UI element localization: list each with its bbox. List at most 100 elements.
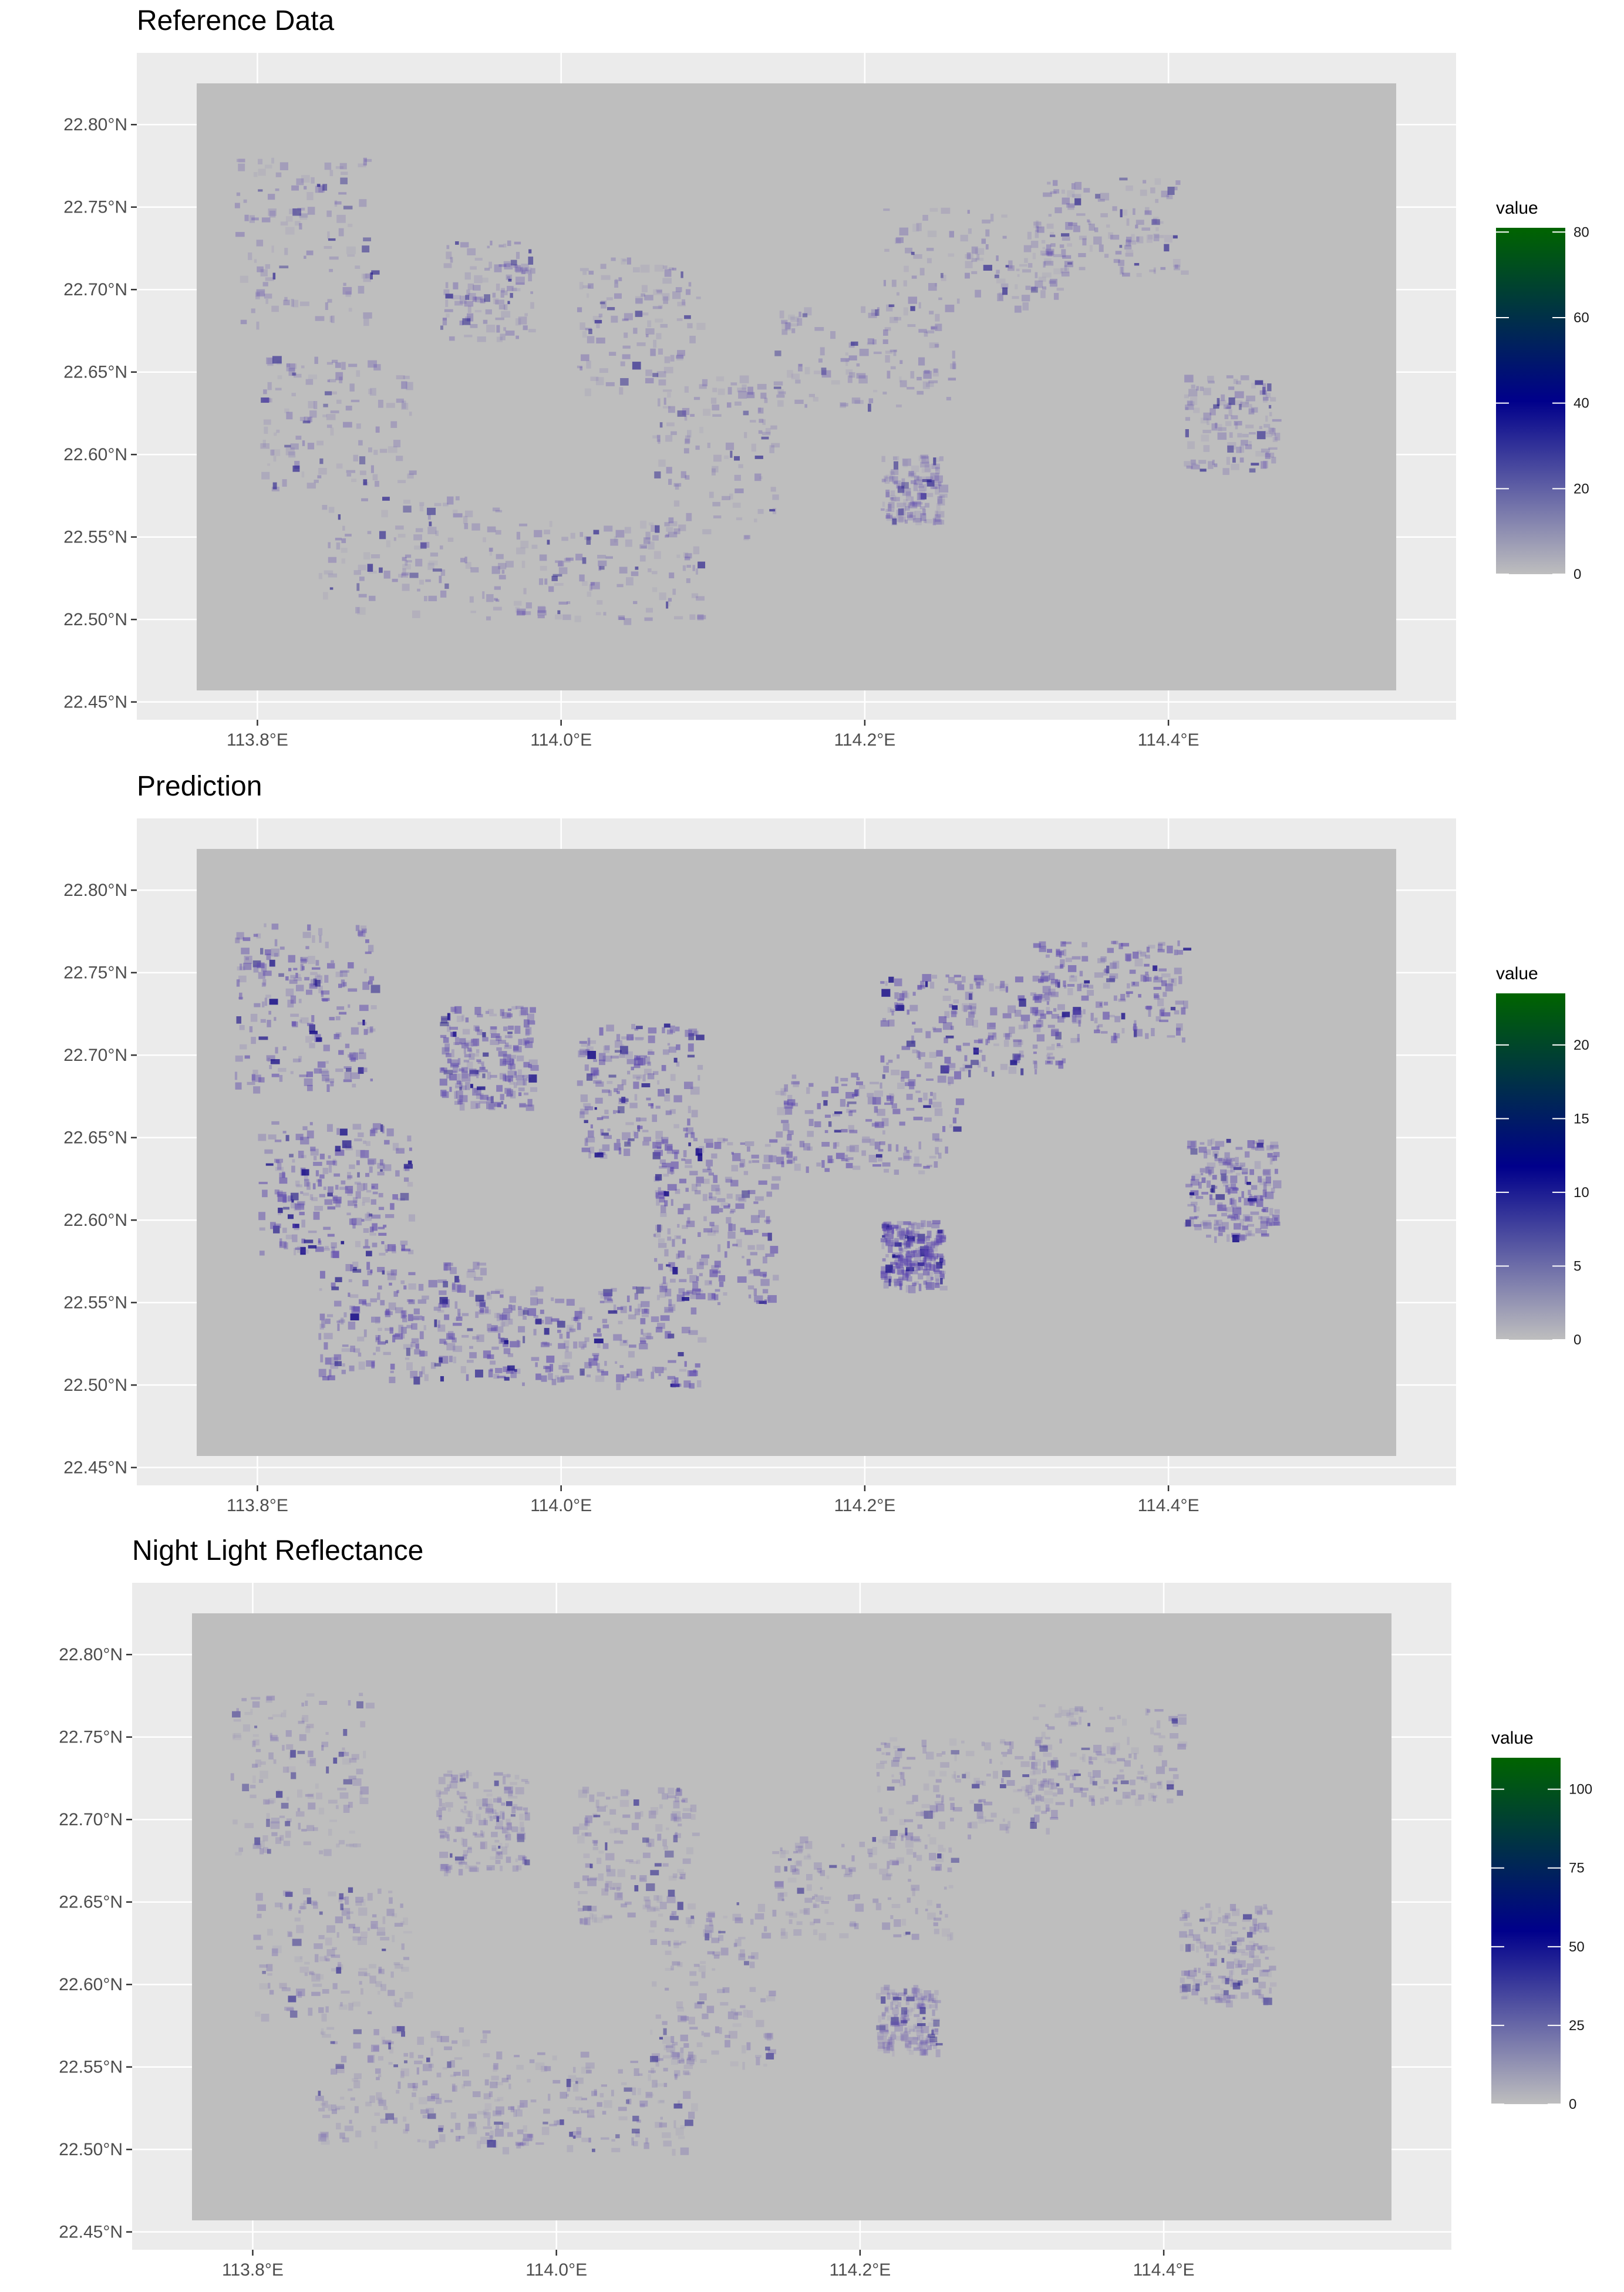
raster-cell [652,1071,659,1075]
raster-cell [463,1850,469,1856]
raster-cell [593,1059,598,1062]
raster-cell [1103,983,1110,989]
raster-cell [734,488,744,494]
raster-cell [890,2001,894,2010]
raster-cell [326,1084,330,1093]
raster-cell [908,1079,916,1087]
raster-cell [371,1214,381,1219]
raster-cell [407,473,414,479]
raster-cell [240,275,248,283]
raster-cell [953,1771,956,1779]
raster-cell [813,1919,821,1923]
raster-cell [440,1090,447,1097]
raster-cell [1160,267,1166,270]
raster-cell [353,2073,362,2079]
raster-cell [440,1034,447,1038]
raster-cell [699,384,707,389]
raster-cell [891,497,900,502]
raster-cell [765,2047,770,2051]
raster-cell [1188,389,1198,397]
raster-cell [668,517,674,524]
raster-cell [1072,1014,1077,1023]
y-tick-label: 22.70°N [63,1046,127,1065]
raster-cell [898,1772,902,1775]
raster-cell [333,1354,342,1360]
raster-cell [776,1131,783,1138]
raster-cell [884,1742,891,1748]
raster-cell [1215,1220,1219,1225]
raster-cell [684,557,690,561]
raster-cell [1215,1194,1225,1200]
raster-cell [1129,969,1136,974]
raster-cell [657,1224,661,1233]
raster-cell [1145,1033,1149,1039]
raster-cell [886,1062,889,1065]
raster-cell [509,1058,514,1066]
raster-cell [1200,1221,1208,1227]
raster-cell [501,311,511,318]
raster-cell [1072,194,1081,198]
raster-cell [762,419,766,425]
raster-cell [858,375,868,384]
raster-cell [496,2106,504,2115]
raster-cell [266,953,271,960]
raster-cell [541,2126,550,2135]
raster-cell [890,2045,893,2052]
raster-cell [533,1329,537,1336]
raster-cell [858,1084,865,1089]
raster-cell [631,1822,639,1831]
raster-cell [764,2033,773,2040]
raster-cell [1211,1138,1215,1145]
raster-cell [393,1962,400,1966]
raster-cell [502,1826,507,1833]
raster-cell [290,1013,299,1017]
raster-cell [1262,387,1266,395]
raster-cell [970,1006,976,1014]
raster-cell [1227,1163,1236,1168]
raster-cell [877,1785,881,1793]
raster-cell [326,963,335,969]
raster-cell [820,1870,826,1876]
raster-cell [584,1337,589,1342]
raster-cell [985,1819,994,1822]
raster-cell [854,1894,860,1899]
raster-cell [643,537,651,544]
raster-cell [1204,1927,1208,1932]
raster-cell [508,1032,512,1039]
raster-cell [780,1850,789,1855]
raster-cell [600,1128,604,1136]
raster-cell [897,1054,900,1059]
raster-cell [538,578,544,585]
raster-cell [283,1206,289,1210]
raster-cell [521,271,525,275]
raster-cell [937,1853,942,1859]
raster-cell [639,1117,647,1121]
raster-cell [1015,284,1018,289]
raster-cell [369,387,376,396]
raster-cell [372,1242,378,1248]
raster-cell [887,370,891,379]
raster-cell [1033,221,1042,228]
raster-cell [796,1845,803,1849]
raster-cell [665,1144,673,1151]
raster-cell [1254,1161,1261,1169]
raster-cell [662,389,672,392]
raster-cell [851,1073,858,1078]
raster-cell [515,606,520,613]
raster-cell [1155,221,1164,224]
raster-cell [806,1087,810,1094]
raster-cell [632,2115,639,2122]
raster-cell [890,497,894,500]
raster-cell [285,1730,292,1737]
raster-cell [363,1246,370,1249]
raster-cell [902,1273,909,1281]
raster-cell [396,1148,405,1154]
raster-cell [264,923,267,928]
raster-cell [622,1132,631,1140]
raster-cell [671,2052,680,2058]
raster-cell [917,490,926,495]
raster-cell [389,1282,392,1286]
raster-cell [754,1295,763,1303]
raster-cell [581,1147,591,1152]
raster-cell [368,980,373,985]
